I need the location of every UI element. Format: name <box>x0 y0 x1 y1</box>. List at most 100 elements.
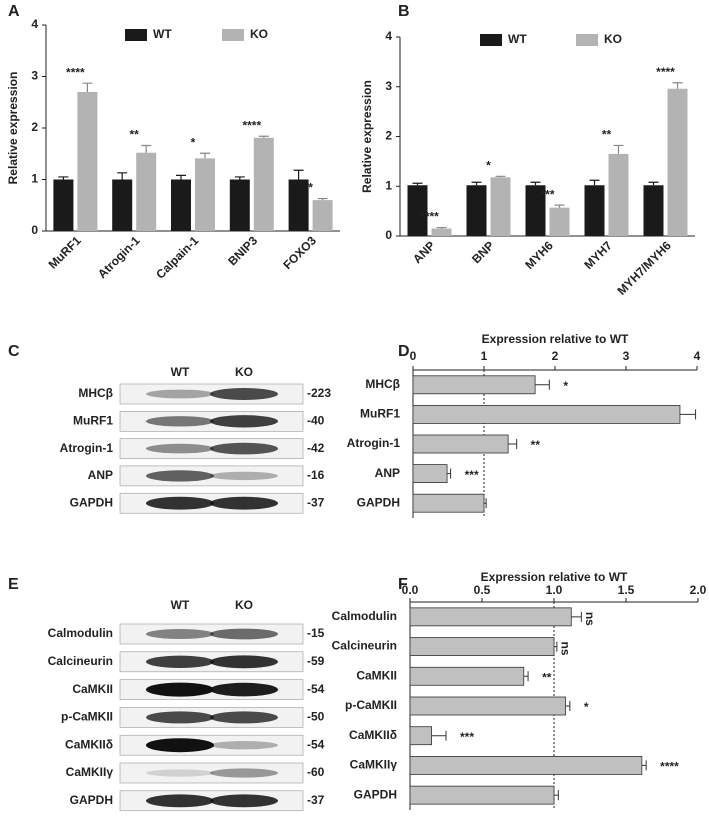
x-tick-label: MYH7/MYH6 <box>614 238 674 298</box>
significance: ** <box>542 670 552 684</box>
bar <box>525 185 546 236</box>
bar <box>409 637 555 656</box>
bar <box>643 185 664 236</box>
band <box>210 442 278 455</box>
panel-letter: D <box>398 343 410 360</box>
band <box>210 628 278 640</box>
x-tick-label: MuRF1 <box>46 233 84 271</box>
x-tick-label: BNP <box>469 238 497 266</box>
legend-swatch <box>576 34 598 46</box>
protein-label: MHCβ <box>78 386 113 400</box>
size-label: -16 <box>307 468 325 482</box>
size-label: -42 <box>307 441 325 455</box>
y-tick-label: Calcineurin <box>332 639 397 653</box>
y-tick-label: CaMKIIδ <box>349 728 397 742</box>
legend-label: KO <box>604 32 622 46</box>
error-bar <box>554 641 558 652</box>
y-tick-label: 0 <box>385 228 392 242</box>
bar <box>409 756 643 775</box>
protein-label: MuRF1 <box>73 413 113 427</box>
bar <box>412 404 681 424</box>
band <box>210 711 278 724</box>
protein-label: CaMKIIγ <box>66 765 114 779</box>
y-tick-label: 1 <box>385 178 392 192</box>
bar <box>136 152 157 231</box>
error-bar <box>141 144 152 153</box>
band <box>146 738 214 753</box>
significance: **** <box>656 65 675 79</box>
error-bar <box>672 82 683 89</box>
y-tick-label: 2 <box>385 129 392 143</box>
bar <box>608 153 629 236</box>
legend-label: WT <box>508 32 527 46</box>
error-bar <box>554 204 565 208</box>
band <box>210 471 278 481</box>
band <box>146 711 214 724</box>
significance: **** <box>660 760 679 774</box>
size-label: -40 <box>307 413 325 427</box>
error-bar <box>412 182 423 186</box>
error-bar <box>535 379 550 390</box>
x-tick-label: 1.0 <box>546 583 563 597</box>
bar <box>407 185 428 236</box>
bar <box>412 375 536 395</box>
bar <box>412 493 485 513</box>
protein-label: Atrogin-1 <box>60 441 114 455</box>
bar <box>229 179 250 231</box>
error-bar <box>679 409 697 420</box>
bar <box>466 185 487 236</box>
error-bar <box>484 498 487 509</box>
y-tick-label: 4 <box>385 29 392 43</box>
significance: ** <box>531 438 541 452</box>
significance: * <box>191 135 196 149</box>
x-tick-label: MYH6 <box>522 238 556 272</box>
bar <box>53 179 74 231</box>
panel-letter: C <box>8 343 20 360</box>
error-bar <box>176 174 186 180</box>
y-tick-label: 3 <box>31 69 38 83</box>
error-bar <box>613 144 624 154</box>
bar <box>412 464 448 484</box>
lane-label: WT <box>171 598 190 612</box>
protein-label: GAPDH <box>70 793 113 807</box>
legend-swatch <box>480 34 502 46</box>
chart-title: Expression relative to WT <box>482 332 629 346</box>
y-tick-label: CaMKII <box>356 668 397 682</box>
y-tick-label: p-CaMKII <box>345 698 397 712</box>
band <box>210 415 278 428</box>
size-label: -15 <box>307 626 325 640</box>
error-bar <box>554 790 559 801</box>
size-label: -60 <box>307 765 325 779</box>
band <box>210 768 278 778</box>
y-tick-label: Calmodulin <box>332 609 397 623</box>
y-tick-label: 3 <box>385 79 392 93</box>
significance: * <box>308 181 313 195</box>
bar <box>409 607 572 627</box>
size-label: -37 <box>307 793 325 807</box>
bar <box>549 207 570 236</box>
bar <box>409 726 433 746</box>
panel-letter: F <box>398 576 408 593</box>
y-tick-label: 0 <box>31 223 38 237</box>
significance: **** <box>420 210 439 224</box>
lane-label: KO <box>235 598 253 612</box>
significance: * <box>486 158 491 172</box>
error-bar <box>58 176 69 180</box>
error-bar <box>530 181 541 186</box>
bar <box>77 91 98 231</box>
size-label: -54 <box>307 682 325 696</box>
x-tick-label: 0 <box>410 349 417 363</box>
bar <box>195 158 215 231</box>
y-tick-label: MHCβ <box>365 377 400 391</box>
significance: ns <box>583 612 597 626</box>
y-tick-label: 4 <box>31 17 38 31</box>
error-bar <box>589 179 600 186</box>
y-tick-label: GAPDH <box>354 787 397 801</box>
size-label: -54 <box>307 737 325 751</box>
band <box>210 388 278 400</box>
x-tick-label: 3 <box>623 349 630 363</box>
error-bar <box>117 172 128 180</box>
panel-letter: E <box>8 576 19 593</box>
band <box>146 682 214 697</box>
